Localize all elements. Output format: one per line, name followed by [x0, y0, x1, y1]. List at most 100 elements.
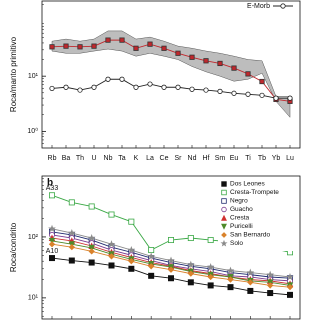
- x-tick-label: Lu: [286, 155, 294, 162]
- y-axis-label: Roca/manto primitivo: [9, 36, 18, 112]
- marker: [175, 84, 181, 90]
- legend-label: Cresta-Trompete: [230, 189, 279, 196]
- marker: [221, 198, 227, 204]
- x-tick-label: Hf: [203, 155, 210, 162]
- legend-label: San Bernardo: [230, 232, 270, 239]
- legend-label: Guacho: [230, 206, 253, 213]
- marker: [221, 232, 227, 238]
- marker: [161, 45, 167, 51]
- panel-label: b: [47, 178, 53, 189]
- marker: [266, 270, 275, 278]
- marker: [68, 199, 75, 206]
- marker: [148, 263, 155, 270]
- marker: [49, 255, 56, 262]
- marker: [107, 240, 116, 248]
- x-tick-label: La: [146, 155, 154, 162]
- marker: [88, 259, 95, 266]
- marker: [206, 263, 215, 271]
- envelope: [51, 30, 291, 118]
- x-tick-label: Ce: [160, 155, 169, 162]
- marker: [108, 262, 115, 269]
- marker: [267, 290, 274, 297]
- marker: [217, 88, 223, 94]
- marker: [105, 37, 111, 43]
- marker: [147, 252, 156, 260]
- marker: [88, 203, 95, 210]
- marker: [286, 291, 293, 298]
- marker: [167, 237, 174, 244]
- marker: [207, 237, 214, 244]
- marker: [167, 275, 174, 282]
- marker: [187, 270, 194, 277]
- marker: [67, 228, 76, 237]
- legend-label: E-Morb: [247, 3, 270, 10]
- marker: [221, 214, 227, 221]
- x-tick-label: K: [134, 155, 139, 162]
- marker: [128, 258, 135, 265]
- marker: [108, 211, 115, 218]
- x-tick-label: Eu: [230, 155, 239, 162]
- marker: [187, 279, 194, 286]
- marker: [231, 90, 237, 96]
- marker: [203, 58, 209, 64]
- marker: [77, 87, 83, 93]
- marker: [167, 266, 175, 273]
- plot-frame: [41, 0, 301, 149]
- marker: [133, 84, 139, 90]
- marker: [259, 78, 265, 85]
- legend-label: Puricelli: [230, 223, 253, 230]
- marker: [280, 3, 286, 9]
- y-tick-label: 10⁰: [27, 127, 38, 135]
- marker: [207, 273, 214, 281]
- marker: [88, 248, 95, 255]
- x-tick-label: Th: [76, 155, 84, 162]
- y-tick-label: 10¹: [28, 73, 39, 80]
- marker: [77, 44, 83, 50]
- marker: [161, 84, 167, 90]
- x-tick-label: Nd: [188, 155, 197, 162]
- marker: [267, 282, 274, 289]
- x-tick-label: Sr: [175, 155, 183, 162]
- marker: [91, 84, 97, 90]
- marker: [88, 244, 95, 252]
- x-tick-label: Ti: [245, 155, 251, 162]
- x-tick-label: Yb: [272, 155, 281, 162]
- marker: [127, 245, 136, 254]
- marker: [203, 87, 209, 93]
- x-tick-label: Tb: [258, 155, 266, 162]
- marker: [87, 233, 96, 242]
- marker: [273, 95, 279, 101]
- marker: [227, 284, 234, 291]
- marker: [133, 45, 139, 51]
- marker: [175, 50, 181, 56]
- annotation: A10: [46, 248, 59, 255]
- legend-label: Cresta: [230, 215, 250, 222]
- marker: [220, 239, 228, 247]
- x-tick-label: Rb: [48, 155, 57, 162]
- x-tick-label: Sm: [215, 155, 226, 162]
- marker: [189, 54, 195, 60]
- marker: [48, 241, 56, 248]
- marker: [48, 224, 56, 233]
- legend-label: Solo: [230, 240, 243, 247]
- marker: [259, 92, 265, 98]
- marker: [245, 91, 251, 97]
- marker: [231, 65, 237, 71]
- marker: [286, 272, 294, 281]
- marker: [186, 260, 195, 268]
- marker: [167, 256, 175, 264]
- marker: [128, 218, 135, 225]
- x-tick-label: Ta: [118, 155, 126, 162]
- marker: [63, 43, 69, 49]
- marker: [207, 282, 214, 289]
- marker: [217, 60, 223, 67]
- series-line: [51, 78, 290, 99]
- annotation: A33: [46, 185, 59, 192]
- marker: [49, 192, 56, 199]
- y-tick-label: 10¹: [28, 295, 39, 302]
- legend-label: Dos Leones: [230, 181, 265, 188]
- marker: [246, 268, 255, 276]
- marker: [227, 276, 234, 283]
- marker: [63, 84, 69, 90]
